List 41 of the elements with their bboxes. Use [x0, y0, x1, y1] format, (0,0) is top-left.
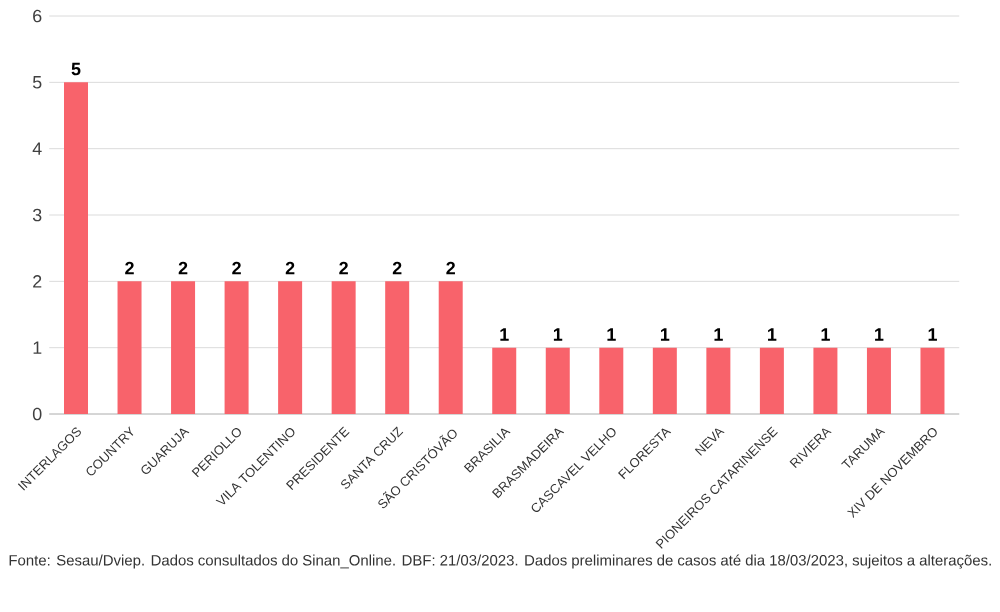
data-label: 1 — [875, 328, 884, 341]
data-label: 2 — [339, 261, 348, 275]
bar — [652, 347, 677, 415]
data-label: 1 — [821, 328, 830, 341]
y-tick-label: 6 — [33, 9, 42, 23]
bar — [385, 281, 410, 415]
y-tick-label: 0 — [32, 407, 42, 421]
data-label: 1 — [553, 328, 563, 341]
data-label: 1 — [768, 328, 777, 341]
data-label: 1 — [660, 328, 670, 341]
data-label: 2 — [125, 261, 134, 275]
data-label: 1 — [607, 328, 616, 341]
bar — [545, 347, 570, 415]
bar — [759, 347, 784, 415]
y-tick-label: 2 — [33, 275, 42, 288]
data-label: 1 — [500, 328, 509, 341]
bar — [599, 347, 624, 415]
data-label: 5 — [71, 62, 81, 76]
data-label: 2 — [178, 261, 188, 275]
bar — [920, 347, 945, 415]
bar — [331, 281, 356, 415]
y-tick-label: 3 — [32, 208, 42, 222]
bar — [278, 281, 303, 415]
y-tick-label: 5 — [32, 76, 42, 89]
data-label: 2 — [392, 261, 402, 275]
bar — [117, 281, 142, 415]
data-label: 2 — [232, 261, 241, 275]
bar — [706, 347, 731, 415]
y-tick-label: 4 — [32, 142, 42, 155]
bar — [866, 347, 891, 415]
bar — [224, 281, 249, 415]
data-label: 1 — [714, 328, 723, 341]
y-tick-label: 1 — [33, 341, 42, 354]
bar — [438, 281, 463, 415]
data-label: 2 — [446, 261, 455, 275]
bar — [492, 347, 517, 415]
bar — [64, 82, 88, 415]
bar — [171, 281, 196, 415]
bar — [813, 347, 838, 415]
data-label: 1 — [928, 328, 937, 341]
data-label: 2 — [285, 261, 295, 275]
